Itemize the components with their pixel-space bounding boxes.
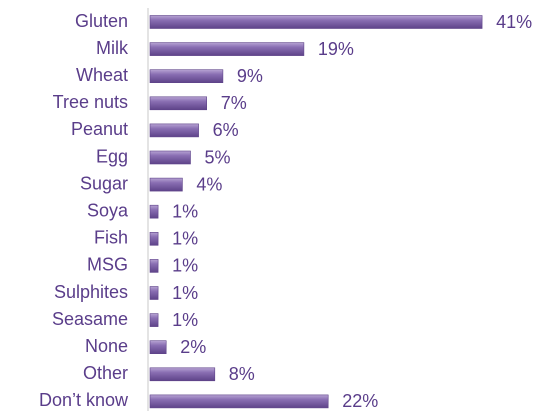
category-label: Seasame bbox=[52, 309, 128, 329]
category-label: Fish bbox=[94, 228, 128, 248]
category-label: Don’t know bbox=[39, 390, 129, 410]
category-label: Tree nuts bbox=[53, 92, 128, 112]
bar bbox=[149, 259, 159, 273]
category-label: Soya bbox=[87, 200, 129, 220]
value-label: 1% bbox=[172, 310, 198, 330]
category-label: Peanut bbox=[71, 119, 128, 139]
bar bbox=[149, 150, 191, 165]
category-label: None bbox=[85, 336, 128, 356]
bar bbox=[149, 15, 483, 29]
value-label: 4% bbox=[196, 174, 222, 194]
category-label: MSG bbox=[87, 255, 128, 275]
category-label: Sugar bbox=[80, 173, 128, 193]
value-label: 19% bbox=[318, 39, 354, 59]
category-label: Sulphites bbox=[54, 282, 128, 302]
bar bbox=[149, 232, 159, 246]
value-label: 1% bbox=[172, 256, 198, 276]
value-label: 9% bbox=[237, 66, 263, 86]
bar bbox=[149, 340, 167, 355]
value-label: 6% bbox=[213, 120, 239, 140]
bar bbox=[149, 367, 216, 382]
category-label: Other bbox=[83, 363, 128, 383]
value-label: 5% bbox=[205, 147, 231, 167]
bar bbox=[149, 286, 159, 300]
value-label: 1% bbox=[172, 229, 198, 249]
bar bbox=[149, 96, 208, 111]
value-label: 41% bbox=[496, 12, 532, 32]
value-label: 1% bbox=[172, 201, 198, 221]
value-label: 1% bbox=[172, 283, 198, 303]
value-label: 22% bbox=[342, 391, 378, 411]
bar bbox=[149, 313, 159, 327]
value-label: 7% bbox=[221, 93, 247, 113]
category-label: Gluten bbox=[75, 11, 128, 31]
bar bbox=[149, 123, 199, 138]
category-label: Egg bbox=[96, 146, 128, 166]
bar bbox=[149, 394, 329, 409]
value-label: 8% bbox=[229, 364, 255, 384]
category-label: Milk bbox=[96, 38, 129, 58]
category-label: Wheat bbox=[76, 65, 128, 85]
bar bbox=[149, 69, 224, 83]
bar bbox=[149, 177, 183, 192]
bar bbox=[149, 204, 159, 219]
value-label: 2% bbox=[180, 337, 206, 357]
bar bbox=[149, 42, 305, 56]
